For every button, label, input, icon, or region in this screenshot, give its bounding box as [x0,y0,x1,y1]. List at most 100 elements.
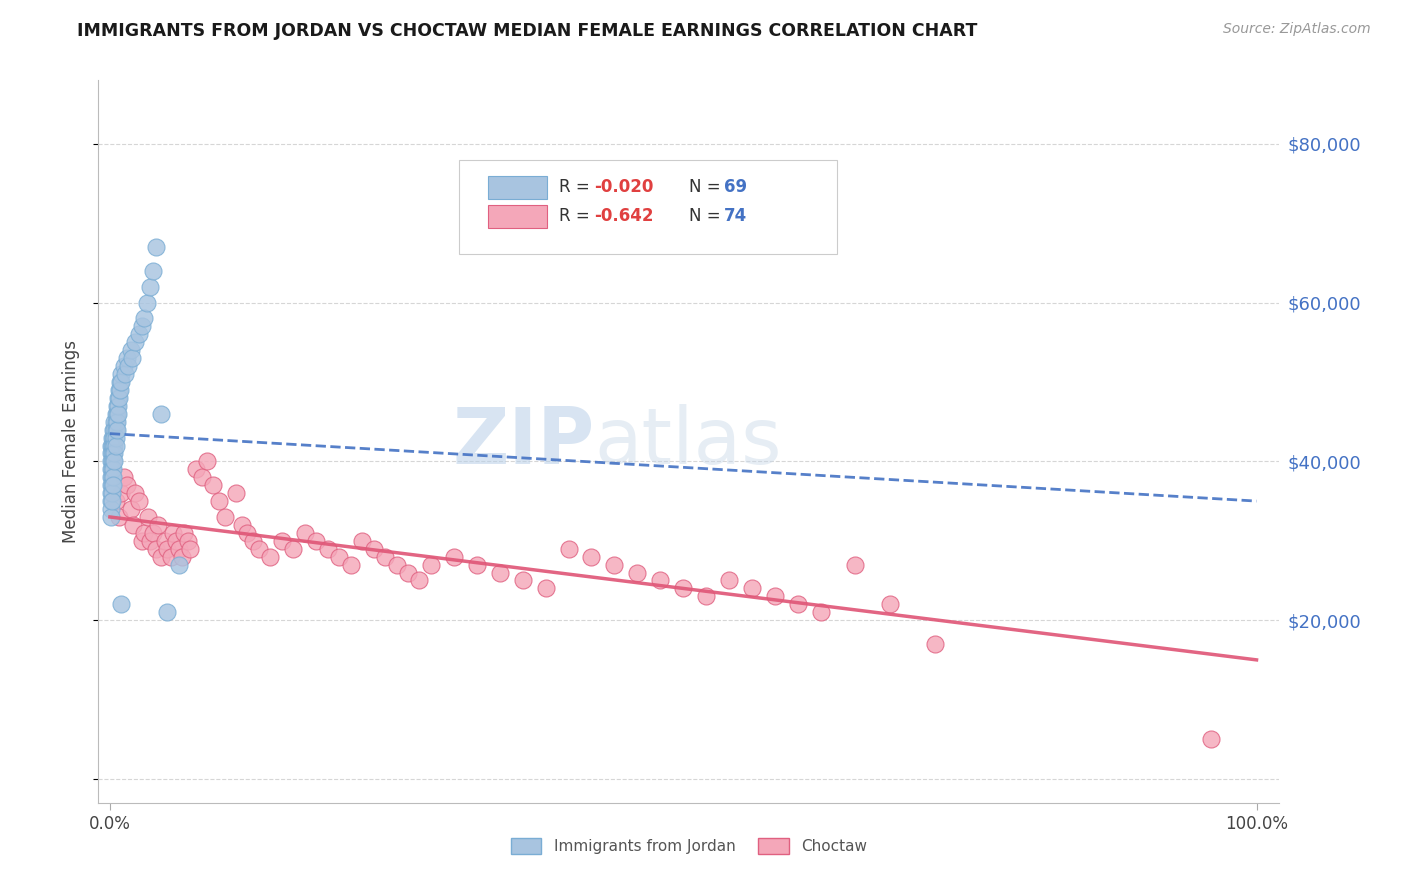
Point [131,319,153,334]
Point [108,383,131,397]
Point [124,486,146,500]
Point [117,359,139,373]
Point [294,525,316,540]
Text: -0.020: -0.020 [595,178,654,196]
Text: atlas: atlas [595,403,782,480]
Point [101,462,124,476]
Point [100,502,122,516]
Point [100,454,122,468]
Point [374,549,396,564]
Point [101,454,124,468]
Point [316,541,339,556]
Point [103,446,125,460]
Point [110,367,132,381]
Point [242,533,264,548]
Point [103,462,125,476]
Point [103,423,125,437]
Text: R =: R = [560,178,595,196]
Point [695,590,717,604]
Point [104,494,127,508]
Point [101,486,124,500]
Point [225,486,247,500]
Point [103,470,125,484]
Point [879,597,901,611]
Point [101,478,124,492]
Point [120,343,142,358]
Point [408,574,430,588]
Point [103,454,125,468]
Point [167,541,190,556]
Point [108,391,131,405]
Point [465,558,488,572]
Point [142,525,165,540]
Point [145,240,167,254]
Point [108,375,131,389]
Point [103,454,125,468]
Point [110,597,132,611]
Point [112,359,135,373]
Point [128,327,150,342]
Point [104,438,127,452]
Point [114,367,136,381]
Point [150,407,173,421]
Point [100,470,122,484]
Y-axis label: Median Female Earnings: Median Female Earnings [62,340,80,543]
Point [101,446,124,460]
Point [270,533,292,548]
Point [177,533,200,548]
Point [810,605,832,619]
Point [105,423,128,437]
Point [100,486,122,500]
Text: IMMIGRANTS FROM JORDAN VS CHOCTAW MEDIAN FEMALE EARNINGS CORRELATION CHART: IMMIGRANTS FROM JORDAN VS CHOCTAW MEDIAN… [77,22,977,40]
Point [139,533,162,548]
Point [179,541,201,556]
Point [396,566,419,580]
Point [100,438,122,452]
Point [488,566,510,580]
FancyBboxPatch shape [488,177,547,200]
Point [100,446,122,460]
Point [763,590,786,604]
Text: R =: R = [560,207,595,225]
Point [557,541,579,556]
Text: ZIP: ZIP [453,403,595,480]
FancyBboxPatch shape [458,160,837,253]
Point [107,399,129,413]
Point [363,541,385,556]
Point [107,407,129,421]
Text: N =: N = [689,207,725,225]
Point [110,375,132,389]
Point [104,423,127,437]
Point [420,558,443,572]
Point [162,525,184,540]
Point [105,415,128,429]
Point [172,549,194,564]
Point [134,525,156,540]
Point [103,423,125,437]
Legend: Immigrants from Jordan, Choctaw: Immigrants from Jordan, Choctaw [505,832,873,860]
Point [103,431,125,445]
Point [443,549,465,564]
Point [101,494,124,508]
Point [190,470,212,484]
Point [100,478,122,492]
Point [165,533,187,548]
Point [110,486,132,500]
Point [124,335,146,350]
Point [101,438,124,452]
Point [173,525,195,540]
Text: 74: 74 [724,207,748,225]
Point [231,517,253,532]
Point [195,454,218,468]
Point [142,264,165,278]
Point [103,415,125,429]
Point [100,494,122,508]
Point [741,582,763,596]
Point [120,502,142,516]
Point [101,431,124,445]
Text: -0.642: -0.642 [595,207,654,225]
Point [104,407,127,421]
Point [352,533,374,548]
Point [128,494,150,508]
Point [115,351,138,366]
